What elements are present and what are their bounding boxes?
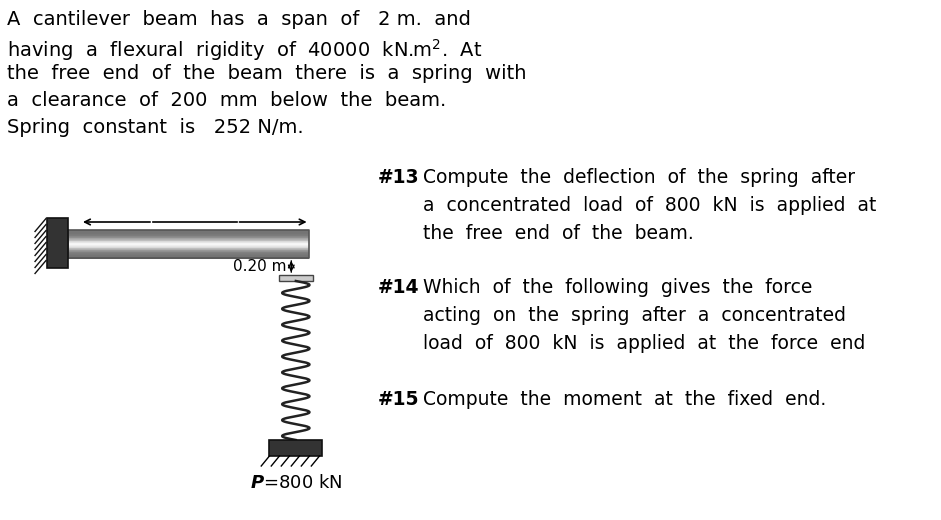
Bar (69, 241, 310, 242)
Text: Compute  the  deflection  of  the  spring  after
a  concentrated  load  of  800 : Compute the deflection of the spring aft… (423, 168, 877, 243)
Bar (69, 230, 310, 231)
Bar (69, 257, 310, 258)
Bar (69, 238, 310, 240)
Text: having  a  flexural  rigidity  of  40000  kN.m$^2$.  At: having a flexural rigidity of 40000 kN.m… (8, 37, 483, 63)
Bar (69, 243, 310, 244)
Text: #14: #14 (377, 278, 420, 297)
Text: Spring  constant  is   252 N/m.: Spring constant is 252 N/m. (8, 118, 304, 137)
Bar (69, 244, 310, 245)
Bar (69, 249, 310, 250)
Bar (69, 246, 310, 248)
Bar (69, 236, 310, 237)
Bar (69, 253, 310, 254)
Bar (69, 241, 310, 242)
Bar (69, 252, 310, 253)
Bar (69, 254, 310, 256)
Text: #15: #15 (377, 390, 420, 409)
Bar (279, 275, 313, 281)
Bar (69, 243, 310, 244)
Text: #13: #13 (377, 168, 420, 187)
Bar (69, 234, 310, 236)
Bar (69, 237, 310, 238)
Bar (69, 256, 310, 258)
Text: the  free  end  of  the  beam  there  is  a  spring  with: the free end of the beam there is a spri… (8, 64, 527, 83)
Bar (69, 251, 310, 252)
Bar (69, 247, 310, 248)
Text: Which  of  the  following  gives  the  force
acting  on  the  spring  after  a  : Which of the following gives the force a… (423, 278, 866, 353)
Text: Compute  the  moment  at  the  fixed  end.: Compute the moment at the fixed end. (423, 390, 826, 409)
Text: 0.20 m: 0.20 m (233, 259, 287, 274)
Bar (69, 252, 310, 254)
Text: A  cantilever  beam  has  a  span  of   2 m.  and: A cantilever beam has a span of 2 m. and (8, 10, 471, 29)
Bar (69, 245, 310, 246)
Bar (69, 239, 310, 240)
Bar (269, 440, 322, 456)
Bar (69, 238, 310, 239)
Bar (69, 232, 310, 233)
Bar (69, 250, 310, 251)
Bar (69, 248, 310, 249)
Bar (69, 233, 310, 235)
Bar (69, 240, 310, 241)
Bar (69, 250, 310, 252)
Bar (69, 231, 310, 232)
Bar (69, 255, 310, 256)
Bar (69, 248, 310, 250)
Bar (47, 218, 69, 268)
Bar (69, 245, 310, 246)
Bar (69, 254, 310, 255)
Bar (69, 231, 310, 232)
Bar (69, 233, 310, 234)
Bar (69, 242, 310, 243)
Bar (69, 235, 310, 236)
Text: a  clearance  of  200  mm  below  the  beam.: a clearance of 200 mm below the beam. (8, 91, 447, 110)
Bar (69, 236, 310, 238)
Text: $\bfit{P}$=800 kN: $\bfit{P}$=800 kN (249, 474, 343, 492)
Bar (69, 256, 310, 257)
